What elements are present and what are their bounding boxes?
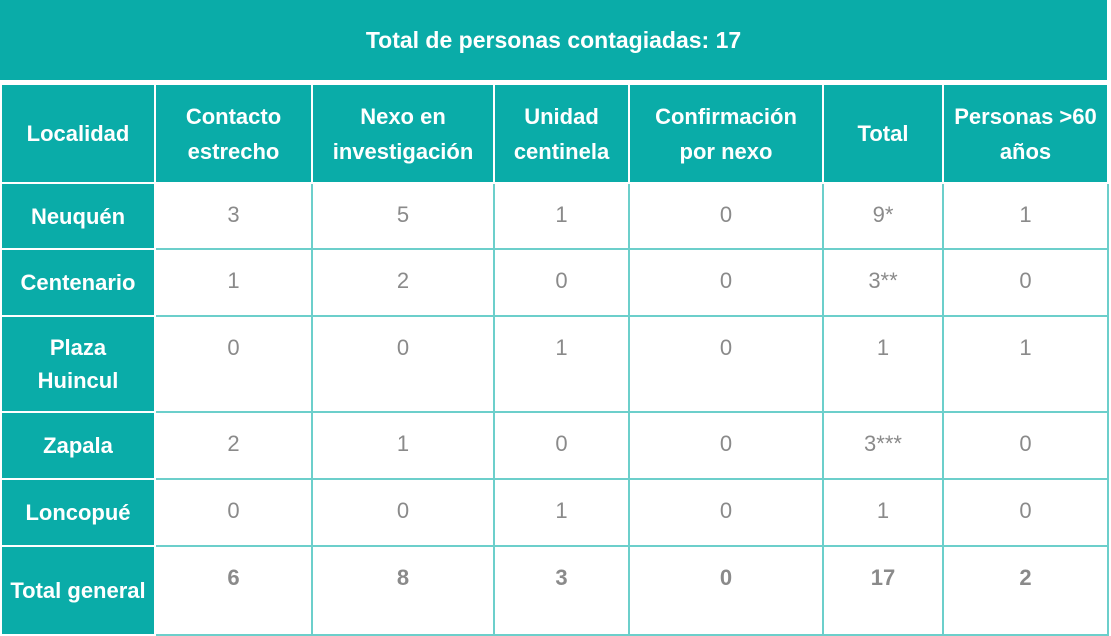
table-cell: 2 xyxy=(311,248,495,317)
table-cell: 1 xyxy=(822,478,944,547)
row-header: Plaza Huincul xyxy=(0,315,156,413)
row-header: Loncopué xyxy=(0,478,156,547)
row-header: Neuquén xyxy=(0,182,156,250)
table-cell: 2 xyxy=(942,545,1109,636)
table-cell: 0 xyxy=(628,478,824,547)
table-cell: 0 xyxy=(628,545,824,636)
table-cell: 0 xyxy=(311,478,495,547)
row-header: Centenario xyxy=(0,248,156,317)
table-body: Neuquén 3 5 1 0 9* 1 Centenario 1 2 0 0 3** 0 Plaza Hu… xyxy=(0,182,1109,636)
column-header: Personas >60 años xyxy=(942,83,1109,184)
table-cell: 0 xyxy=(154,478,313,547)
table-cell: 1 xyxy=(822,315,944,413)
table-cell: 0 xyxy=(311,315,495,413)
table-cell: 0 xyxy=(628,248,824,317)
table-cell: 1 xyxy=(942,315,1109,413)
table-row: Plaza Huincul 0 0 1 0 1 1 xyxy=(0,315,1109,413)
table-title: Total de personas contagiadas: 17 xyxy=(0,0,1107,82)
header-row: Localidad Contacto estrecho Nexo en invest… xyxy=(0,83,1109,184)
table-row: Centenario 1 2 0 0 3** 0 xyxy=(0,248,1109,317)
table-cell: 0 xyxy=(493,248,630,317)
table-cell: 1 xyxy=(493,478,630,547)
table-cell: 0 xyxy=(942,411,1109,480)
table-cell: 3** xyxy=(822,248,944,317)
table-cell: 1 xyxy=(493,315,630,413)
column-header: Nexo en investigación xyxy=(311,83,495,184)
table-row: Zapala 2 1 0 0 3*** 0 xyxy=(0,411,1109,480)
column-header: Unidad centinela xyxy=(493,83,630,184)
table-cell: 8 xyxy=(311,545,495,636)
column-header: Contacto estrecho xyxy=(154,83,313,184)
table-cell: 1 xyxy=(311,411,495,480)
table-cell: 0 xyxy=(154,315,313,413)
column-header: Total xyxy=(822,83,944,184)
table-cell: 0 xyxy=(628,182,824,250)
column-header: Localidad xyxy=(0,83,156,184)
table-cell: 0 xyxy=(493,411,630,480)
column-header: Confirmación por nexo xyxy=(628,83,824,184)
table-cell: 0 xyxy=(942,478,1109,547)
table-cell: 2 xyxy=(154,411,313,480)
table-cell: 1 xyxy=(154,248,313,317)
table-cell: 0 xyxy=(628,411,824,480)
table-cell: 3 xyxy=(154,182,313,250)
table-cell: 1 xyxy=(493,182,630,250)
table-row: Loncopué 0 0 1 0 1 0 xyxy=(0,478,1109,547)
table-cell: 6 xyxy=(154,545,313,636)
data-table: Localidad Contacto estrecho Nexo en invest… xyxy=(0,83,1109,636)
table-cell: 1 xyxy=(942,182,1109,250)
table-cell: 0 xyxy=(942,248,1109,317)
table-cell: 0 xyxy=(628,315,824,413)
table-cell: 3*** xyxy=(822,411,944,480)
table-row: Neuquén 3 5 1 0 9* 1 xyxy=(0,182,1109,250)
table-cell: 17 xyxy=(822,545,944,636)
row-header: Total general xyxy=(0,545,156,636)
table-cell: 3 xyxy=(493,545,630,636)
table-row: Total general 6 8 3 0 17 2 xyxy=(0,545,1109,636)
table-cell: 9* xyxy=(822,182,944,250)
row-header: Zapala xyxy=(0,411,156,480)
table-cell: 5 xyxy=(311,182,495,250)
